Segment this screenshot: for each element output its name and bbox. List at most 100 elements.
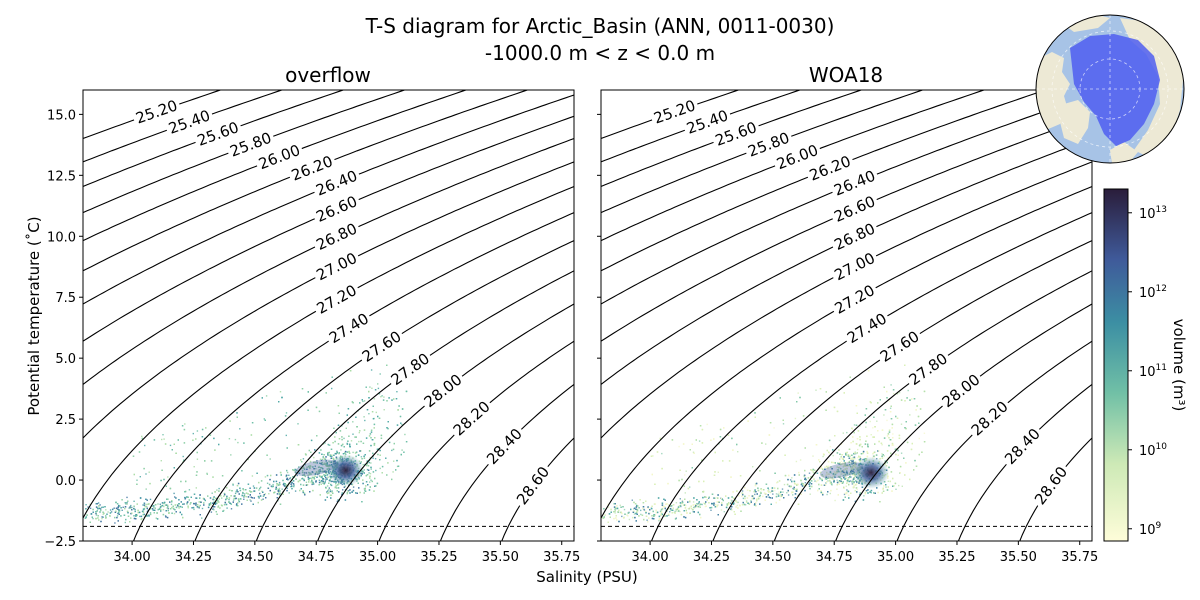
volume-bin bbox=[375, 411, 377, 414]
volume-bin bbox=[308, 471, 310, 474]
volume-bin bbox=[135, 518, 137, 520]
volume-bin bbox=[317, 473, 319, 476]
volume-bin bbox=[148, 515, 150, 517]
volume-bin bbox=[139, 515, 141, 518]
volume-bin bbox=[185, 480, 187, 483]
volume-bin bbox=[331, 376, 333, 378]
volume-bin bbox=[190, 502, 192, 504]
volume-bin bbox=[300, 488, 302, 490]
volume-bin bbox=[169, 508, 172, 510]
y-tick-label: 7.5 bbox=[55, 291, 76, 306]
volume-bin bbox=[307, 391, 309, 393]
volume-bin bbox=[97, 517, 99, 519]
volume-bin bbox=[166, 516, 169, 519]
volume-bin bbox=[607, 506, 610, 509]
volume-bin bbox=[154, 509, 156, 511]
x-tick-label: 35.50 bbox=[482, 550, 519, 565]
volume-bin bbox=[237, 482, 240, 485]
isopycnal-label: 27.60 bbox=[359, 327, 405, 366]
volume-bin bbox=[208, 503, 211, 505]
volume-bin bbox=[328, 451, 330, 454]
volume-bin bbox=[160, 505, 162, 507]
volume-bin bbox=[162, 434, 164, 436]
volume-bin bbox=[334, 440, 336, 443]
volume-bin bbox=[396, 424, 399, 426]
volume-bin bbox=[272, 485, 274, 488]
volume-bin bbox=[144, 444, 146, 447]
volume-bin bbox=[85, 504, 87, 506]
volume-bin bbox=[830, 472, 832, 474]
isopycnal-label: 28.60 bbox=[513, 463, 553, 508]
volume-bin bbox=[159, 503, 161, 505]
volume-bin bbox=[314, 473, 317, 475]
volume-bin bbox=[355, 451, 358, 453]
volume-bin bbox=[348, 452, 351, 454]
volume-bin bbox=[196, 504, 199, 506]
volume-bin bbox=[306, 484, 309, 486]
volume-bin bbox=[385, 457, 387, 459]
volume-bin bbox=[337, 487, 340, 489]
volume-bin bbox=[844, 473, 847, 475]
volume-bin bbox=[265, 497, 267, 499]
volume-bin bbox=[103, 512, 105, 515]
volume-bin bbox=[313, 468, 315, 470]
volume-bin bbox=[192, 506, 195, 509]
volume-bin bbox=[333, 454, 335, 456]
volume-bin bbox=[660, 512, 663, 514]
isopycnal-line bbox=[83, 90, 468, 242]
volume-bin bbox=[335, 431, 337, 434]
volume-bin bbox=[374, 458, 377, 460]
volume-bin bbox=[276, 484, 278, 487]
isopycnal-label-bg bbox=[163, 105, 215, 138]
volume-bin bbox=[154, 504, 157, 506]
volume-bin bbox=[291, 481, 293, 484]
volume-bin bbox=[183, 442, 186, 444]
volume-bin bbox=[278, 401, 280, 403]
isopycnal-label-bg bbox=[481, 422, 527, 470]
volume-bin bbox=[130, 504, 132, 507]
volume-bin bbox=[744, 504, 747, 506]
volume-bin bbox=[260, 486, 262, 488]
volume-bin bbox=[179, 505, 182, 508]
volume-bin bbox=[187, 501, 189, 503]
volume-bin bbox=[247, 496, 250, 498]
volume-bin bbox=[199, 504, 201, 507]
volume-bin bbox=[153, 506, 155, 508]
volume-bin bbox=[363, 416, 365, 418]
volume-bin bbox=[133, 517, 136, 520]
volume-bin bbox=[238, 498, 240, 500]
volume-bin bbox=[328, 492, 330, 494]
volume-bin bbox=[336, 490, 338, 492]
volume-bin bbox=[758, 495, 761, 497]
volume-bin bbox=[640, 509, 642, 512]
volume-bin bbox=[298, 466, 300, 468]
volume-bin bbox=[269, 458, 271, 460]
volume-bin bbox=[900, 423, 903, 425]
volume-bin bbox=[710, 509, 712, 511]
volume-bin bbox=[892, 444, 895, 446]
volume-bin bbox=[161, 469, 163, 471]
volume-bin bbox=[258, 496, 260, 498]
volume-bin bbox=[114, 522, 116, 524]
y-tick-label: 10.0 bbox=[47, 230, 76, 245]
volume-bin bbox=[114, 516, 116, 519]
volume-bin bbox=[183, 459, 185, 461]
volume-bin bbox=[261, 490, 263, 492]
volume-bin bbox=[142, 504, 144, 506]
volume-bin bbox=[133, 507, 135, 510]
volume-bin bbox=[135, 515, 137, 517]
volume-bin bbox=[87, 506, 89, 508]
volume-bin bbox=[196, 430, 199, 432]
volume-bin bbox=[218, 498, 220, 500]
volume-bin bbox=[153, 505, 155, 507]
volume-bin bbox=[772, 493, 774, 495]
volume-bin bbox=[320, 483, 322, 485]
volume-bin bbox=[95, 514, 98, 516]
volume-bin bbox=[354, 452, 357, 454]
volume-bin bbox=[126, 503, 128, 505]
volume-bin bbox=[343, 446, 345, 448]
volume-bin bbox=[333, 427, 335, 429]
volume-bin bbox=[141, 437, 143, 440]
volume-bin bbox=[226, 487, 228, 489]
volume-bin bbox=[165, 510, 167, 512]
